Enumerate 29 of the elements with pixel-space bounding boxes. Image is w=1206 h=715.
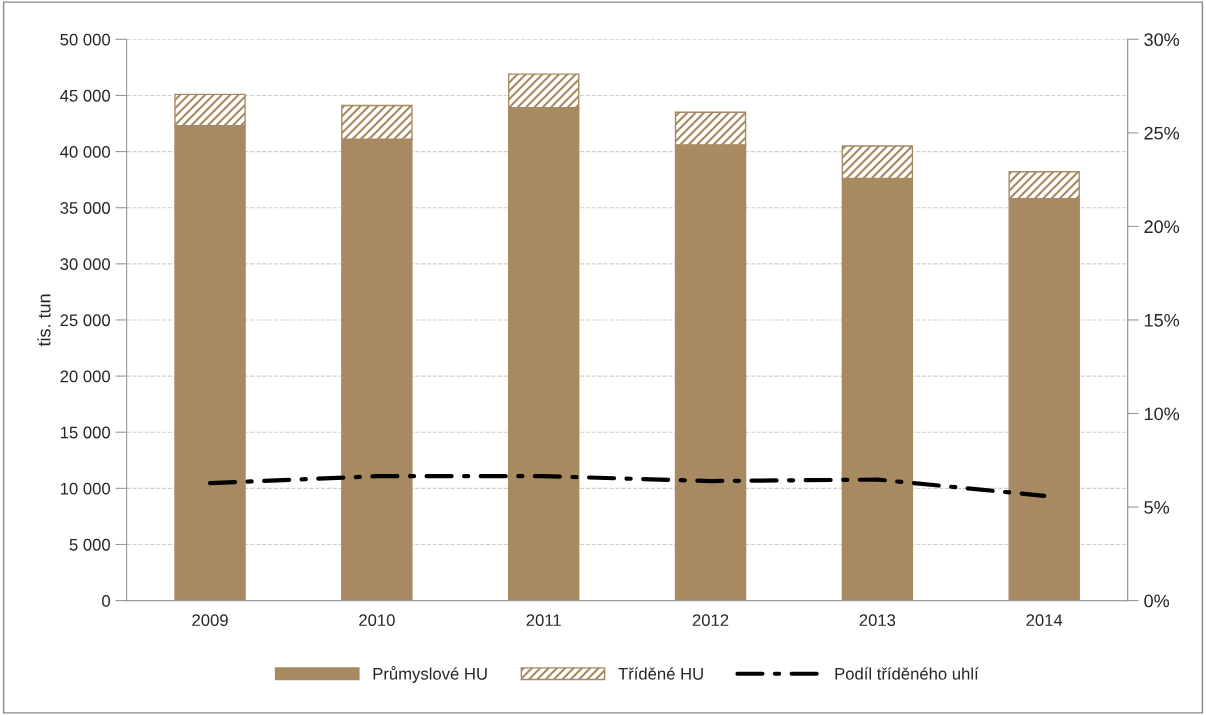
y-tick-label: 25 000 xyxy=(60,314,111,327)
y2-tick-label: 0% xyxy=(1144,594,1170,608)
y-tick-label: 10 000 xyxy=(60,482,111,495)
y-tick-label: 45 000 xyxy=(60,89,111,102)
x-tick-label: 2010 xyxy=(359,614,395,627)
x-tick-label: 2013 xyxy=(859,614,896,627)
y-axis-title: tis. tun xyxy=(37,294,51,347)
x-tick-label: 2014 xyxy=(1026,614,1063,627)
y-tick-label: 50 000 xyxy=(60,33,111,46)
y-tick-label: 35 000 xyxy=(60,202,111,214)
y2-tick-label: 30% xyxy=(1144,33,1180,47)
y-tick-label: 0 xyxy=(102,595,111,607)
legend-label: Průmyslové HU xyxy=(373,666,487,684)
line-series xyxy=(207,474,1047,498)
y-tick-label: 40 000 xyxy=(60,145,111,158)
y-tick-label: 30 000 xyxy=(60,258,111,271)
y2-tick-label: 5% xyxy=(1144,501,1170,514)
y2-tick-label: 10% xyxy=(1144,407,1180,421)
x-tick-label: 2012 xyxy=(692,614,729,627)
legend-label: Podíl tříděného uhlí xyxy=(835,667,979,680)
y2-tick-label: 20% xyxy=(1144,220,1180,234)
y2-tick-label: 25% xyxy=(1144,126,1180,140)
legend-label: Tříděné HU xyxy=(618,667,703,680)
y-tick-label: 15 000 xyxy=(60,426,111,439)
x-tick-label: 2009 xyxy=(192,614,228,627)
y-tick-label: 5 000 xyxy=(69,538,111,551)
y2-tick-label: 15% xyxy=(1144,313,1180,327)
x-tick-label: 2011 xyxy=(526,614,561,627)
y-tick-label: 20 000 xyxy=(60,370,111,383)
